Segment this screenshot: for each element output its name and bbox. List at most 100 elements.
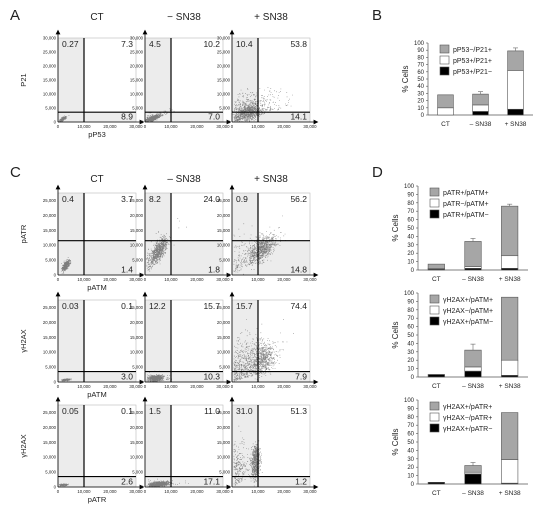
legend-label--h2ax-patr-: γH2AX+/pATR− bbox=[443, 426, 492, 433]
legend-label-patr-patm-: pATR−/pATM+ bbox=[443, 201, 489, 208]
y-tick-label: 5,000 bbox=[132, 470, 143, 475]
y-tick-label: 15,000 bbox=[217, 335, 231, 340]
bar-segment-patr-patm---sn38 bbox=[464, 241, 482, 267]
y-tick-label: 5,000 bbox=[219, 470, 230, 475]
quadrant-shade-lower bbox=[58, 112, 136, 122]
y-axis-title: % Cells bbox=[391, 214, 400, 241]
bar-segment-pp53-p21---sn38 bbox=[472, 111, 489, 116]
bar-segment-pp53-p21---sn38 bbox=[472, 93, 489, 106]
quadrant-value-lower-right: 14.8 bbox=[290, 265, 307, 275]
y-tick-label: 50 bbox=[407, 226, 414, 232]
legend-swatch bbox=[429, 401, 440, 411]
bar-chart-d3 bbox=[416, 399, 528, 485]
y-tick-label: 20,000 bbox=[217, 213, 231, 218]
quadrant-value-lower-right: 3.0 bbox=[121, 372, 133, 382]
y-tick-label: 5,000 bbox=[219, 258, 230, 263]
bar-segment-patr-patm--ct bbox=[427, 263, 445, 269]
bar-segment--h2ax-patm---sn38 bbox=[501, 296, 519, 361]
quadrant-value-upper-left: 0.4 bbox=[62, 194, 74, 204]
x-tick-label: 0 bbox=[57, 384, 60, 389]
y-axis-title: % Cells bbox=[391, 428, 400, 455]
category-label-ct: CT bbox=[432, 383, 441, 390]
quadrant-value-upper-right: 51.3 bbox=[290, 406, 307, 416]
x-tick-label: 10,000 bbox=[164, 384, 178, 389]
panel-letter-c: C bbox=[10, 164, 21, 181]
y-tick-label: 0 bbox=[228, 273, 231, 278]
legend-label--h2ax-patm-: γH2AX−/pATM+ bbox=[443, 308, 493, 315]
y-tick-label: 15,000 bbox=[43, 440, 57, 445]
y-axis-title: % Cells bbox=[401, 65, 410, 92]
category-label-ct: CT bbox=[432, 490, 441, 497]
y-axis-title: γH2AX bbox=[19, 329, 28, 352]
x-tick-label: 10,000 bbox=[77, 384, 91, 389]
y-tick-label: 25,000 bbox=[130, 305, 144, 310]
bar-segment--h2ax-patr---sn38 bbox=[464, 465, 482, 473]
y-tick-label: 40 bbox=[407, 341, 414, 347]
y-tick-label: 20 bbox=[417, 99, 424, 105]
event-dots bbox=[146, 478, 189, 488]
y-tick-label: 70 bbox=[417, 63, 424, 69]
quadrant-shade-upper-left bbox=[145, 300, 171, 372]
quadrant-value-upper-left: 31.0 bbox=[236, 406, 253, 416]
quadrant-shade-upper-left bbox=[145, 405, 171, 477]
y-tick-label: 20 bbox=[407, 251, 414, 257]
panel-letter-a: A bbox=[10, 7, 20, 24]
x-tick-label: 10,000 bbox=[251, 277, 265, 282]
quadrant-shade-upper-left bbox=[145, 38, 171, 113]
x-tick-label: 30,000 bbox=[303, 489, 317, 494]
y-tick-label: 100 bbox=[404, 184, 415, 190]
x-tick-label: 20,000 bbox=[190, 124, 204, 129]
legend-label-pp53-p21-: pP53+/P21− bbox=[453, 69, 492, 76]
y-tick-label: 90 bbox=[407, 299, 414, 305]
y-tick-label: 20,000 bbox=[130, 425, 144, 430]
y-tick-label: 15,000 bbox=[217, 440, 231, 445]
y-tick-label: 10,000 bbox=[43, 243, 57, 248]
quadrant-shade-lower bbox=[145, 476, 223, 487]
quadrant-value-upper-left: 0.03 bbox=[62, 301, 79, 311]
y-tick-label: 25,000 bbox=[43, 198, 57, 203]
x-tick-label: 10,000 bbox=[77, 489, 91, 494]
x-tick-label: 20,000 bbox=[190, 277, 204, 282]
y-tick-label: 70 bbox=[407, 209, 414, 215]
quadrant-value-upper-left: 0.27 bbox=[62, 39, 79, 49]
x-tick-label: 20,000 bbox=[277, 489, 291, 494]
legend-label-pp53-p21-: pP53+/P21+ bbox=[453, 58, 492, 65]
bar-chart-b bbox=[426, 42, 533, 116]
event-dots bbox=[233, 425, 263, 487]
legend-label-patr-patm-: pATR+/pATM+ bbox=[443, 190, 489, 197]
quadrant-value-upper-left: 0.9 bbox=[236, 194, 248, 204]
quadrant-value-lower-right: 1.8 bbox=[208, 265, 220, 275]
y-tick-label: 20,000 bbox=[217, 64, 231, 69]
x-tick-label: 20,000 bbox=[277, 384, 291, 389]
y-tick-label: 25,000 bbox=[130, 410, 144, 415]
legend-label-patr-patm-: pATR+/pATM− bbox=[443, 212, 489, 219]
quadrant-value-upper-right: 53.8 bbox=[290, 39, 307, 49]
y-tick-label: 60 bbox=[417, 70, 424, 76]
y-tick-label: 30 bbox=[407, 350, 414, 356]
y-tick-label: 25,000 bbox=[43, 305, 57, 310]
quadrant-value-upper-right: 0.1 bbox=[121, 301, 133, 311]
column-header-ct: CT bbox=[90, 12, 103, 23]
y-tick-label: 10,000 bbox=[217, 92, 231, 97]
y-tick-label: 5,000 bbox=[45, 365, 56, 370]
category-label--sn38: + SN38 bbox=[499, 276, 521, 283]
category-label-ct: CT bbox=[432, 276, 441, 283]
quadrant-shade-lower bbox=[58, 476, 136, 487]
y-tick-label: 0 bbox=[141, 273, 144, 278]
bar-chart-d2 bbox=[416, 292, 528, 378]
y-tick-label: 0 bbox=[141, 120, 144, 125]
y-tick-label: 25,000 bbox=[43, 50, 57, 55]
y-tick-label: 30 bbox=[417, 91, 424, 97]
x-tick-label: 20,000 bbox=[190, 489, 204, 494]
y-tick-label: 15,000 bbox=[43, 78, 57, 83]
y-tick-label: 20,000 bbox=[217, 425, 231, 430]
x-axis-title: pATM bbox=[87, 283, 106, 292]
y-tick-label: 15,000 bbox=[130, 440, 144, 445]
y-tick-label: 5,000 bbox=[45, 106, 56, 111]
quadrant-value-upper-left: 10.4 bbox=[236, 39, 253, 49]
scatter-plot-a-1 bbox=[55, 29, 145, 125]
y-tick-label: 15,000 bbox=[130, 78, 144, 83]
legend-swatch bbox=[429, 305, 440, 315]
quadrant-value-lower-right: 2.6 bbox=[121, 477, 133, 487]
